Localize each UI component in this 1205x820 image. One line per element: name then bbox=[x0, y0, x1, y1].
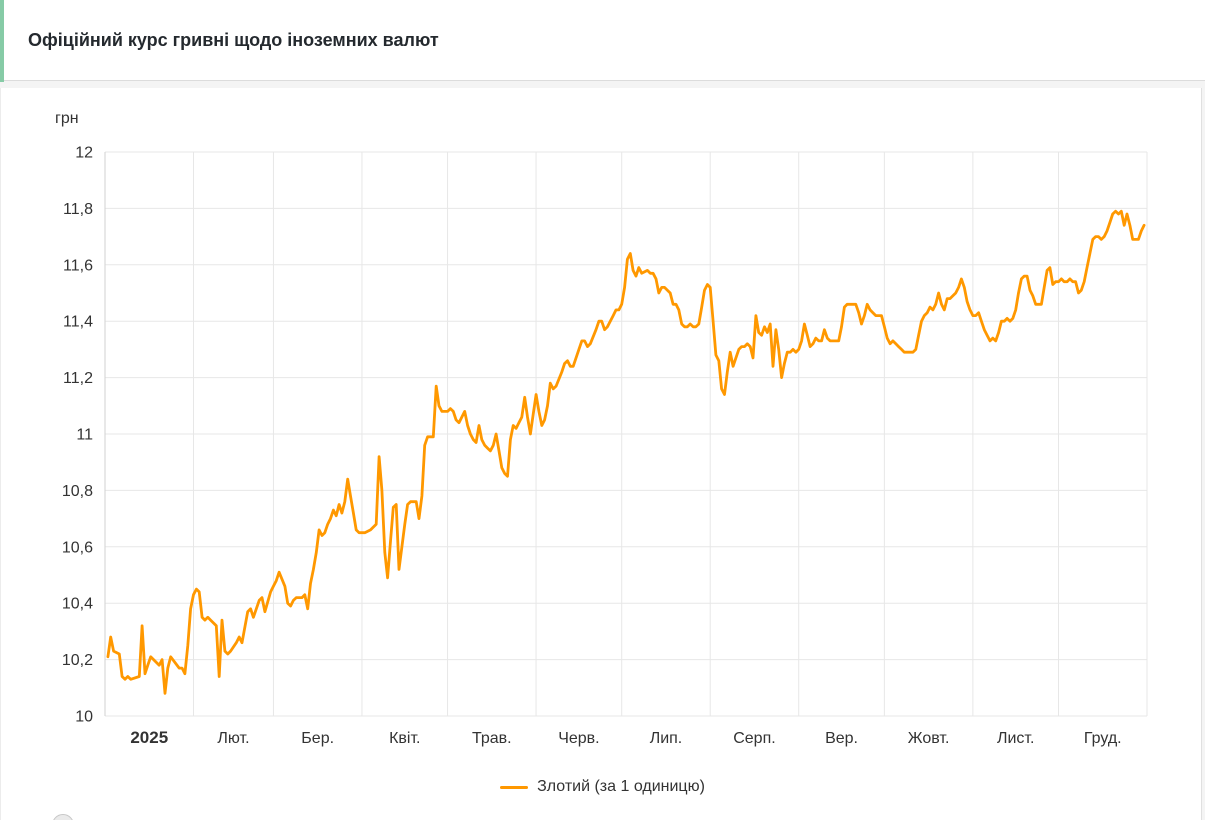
exchange-rate-line-chart: 10 10,2 10,4 10,6 10,8 11 11,2 11,4 11,6 11,8 12 20… bbox=[62, 145, 1148, 748]
y-tick-label: 10,4 bbox=[62, 596, 93, 613]
x-tick-label: Лип. bbox=[650, 730, 683, 747]
gridlines bbox=[105, 151, 1148, 717]
x-tick-label: Серп. bbox=[733, 730, 775, 747]
y-tick-label: 10,6 bbox=[62, 539, 93, 556]
y-tick-label: 11,2 bbox=[63, 370, 93, 387]
x-tick-label: 2025 bbox=[130, 728, 168, 747]
x-tick-label: Черв. bbox=[558, 730, 599, 747]
y-tick-label: 10,8 bbox=[62, 483, 93, 500]
y-tick-label: 10,2 bbox=[62, 652, 93, 669]
x-tick-label: Лют. bbox=[217, 730, 249, 747]
x-tick-label: Квіт. bbox=[389, 730, 420, 747]
y-tick-label: 11,6 bbox=[63, 257, 93, 274]
x-tick-label: Вер. bbox=[825, 730, 858, 747]
x-tick-label: Лист. bbox=[997, 730, 1034, 747]
legend-label: Злотий (за 1 одиницю) bbox=[537, 778, 705, 795]
y-tick-label: 11 bbox=[76, 427, 93, 444]
accent-bar bbox=[0, 0, 4, 82]
axis-tick-labels: 10 10,2 10,4 10,6 10,8 11 11,2 11,4 11,6 11,8 12 20… bbox=[62, 145, 1122, 748]
y-tick-label: 12 bbox=[75, 145, 93, 162]
chart-legend[interactable]: Злотий (за 1 одиницю) bbox=[0, 778, 1205, 796]
y-tick-label: 11,4 bbox=[63, 314, 93, 331]
chart-card bbox=[0, 88, 1202, 820]
y-tick-label: 10 bbox=[75, 709, 93, 726]
page-title: Офіційний курс гривні щодо іноземних вал… bbox=[28, 30, 439, 50]
legend-line-marker bbox=[500, 785, 529, 789]
x-tick-label: Бер. bbox=[301, 730, 334, 747]
series-line-zloty bbox=[106, 209, 1146, 695]
panel-header: Офіційний курс гривні щодо іноземних вал… bbox=[0, 0, 1205, 82]
x-tick-label: Жовт. bbox=[908, 730, 950, 747]
y-axis-unit-label: грн bbox=[55, 110, 79, 127]
x-tick-label: Груд. bbox=[1084, 730, 1122, 747]
y-tick-label: 11,8 bbox=[63, 201, 93, 218]
x-tick-label: Трав. bbox=[472, 730, 512, 747]
